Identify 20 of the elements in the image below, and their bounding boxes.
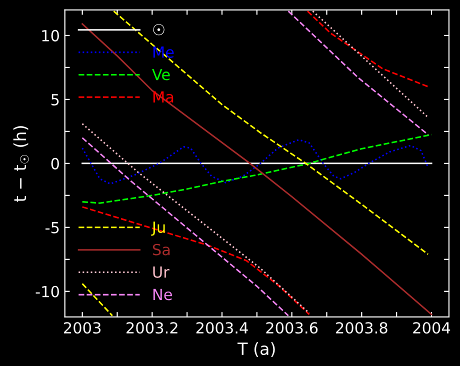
x-tick-label: 2004 — [413, 322, 450, 334]
x-tick-label: 2003.4 — [196, 322, 248, 334]
x-tick-label: 2003.2 — [126, 322, 178, 334]
y-tick-label: 5 — [51, 94, 59, 106]
x-tick-label: 2003 — [64, 322, 101, 334]
legend-label: Ve — [152, 68, 170, 80]
line-series — [82, 138, 429, 185]
x-axis-title: T (a) — [238, 342, 275, 358]
y-tick-label: -10 — [36, 286, 59, 298]
legend-label: Sa — [152, 244, 170, 256]
x-tick-label: 2003.6 — [266, 322, 318, 334]
legend-label: Ur — [153, 266, 170, 278]
x-tick-label: 2003.8 — [336, 322, 388, 334]
y-tick-label: 10 — [42, 30, 59, 42]
legend-label: Ne — [153, 288, 172, 300]
y-tick-label: 0 — [51, 158, 59, 170]
y-tick-label: -5 — [46, 222, 59, 234]
line-series — [82, 134, 432, 204]
y-axis-title: t − t$_{☉}$ (h) — [13, 126, 29, 202]
legend-label: ☉ — [153, 24, 164, 36]
